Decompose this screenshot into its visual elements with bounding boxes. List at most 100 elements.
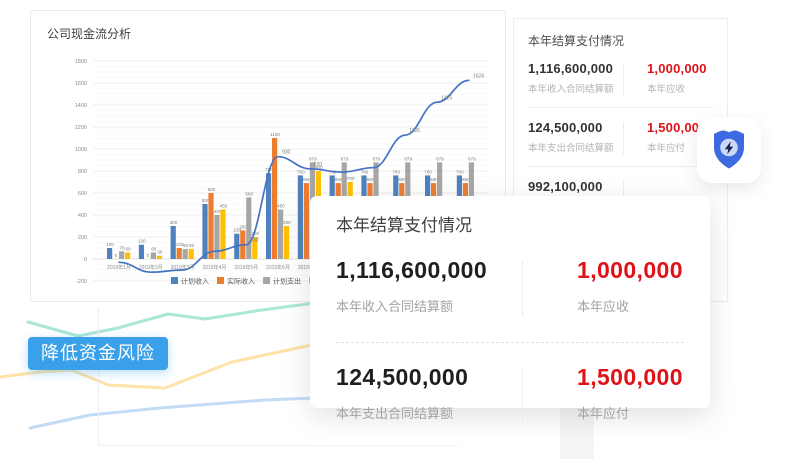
svg-text:300: 300 xyxy=(283,220,291,225)
svg-text:260: 260 xyxy=(239,224,247,229)
svg-text:200: 200 xyxy=(78,235,87,241)
svg-text:690: 690 xyxy=(303,177,311,182)
stat-label: 本年收入合同结算额 xyxy=(336,299,454,314)
svg-text:1425: 1425 xyxy=(441,95,452,101)
svg-text:1100: 1100 xyxy=(270,132,280,137)
svg-text:2019年7月: 2019年7月 xyxy=(298,264,322,271)
risk-reduction-badge[interactable]: 降低资金风险 xyxy=(28,337,168,370)
stat-label: 本年支出合同结算额 xyxy=(528,143,614,154)
svg-text:800: 800 xyxy=(315,165,323,170)
security-shield-button[interactable] xyxy=(697,117,761,183)
summary-row-income: 1,116,600,000 本年收入合同结算额 1,000,000 本年应收 xyxy=(528,61,713,95)
svg-text:690: 690 xyxy=(462,177,470,182)
stat-value: 992,100,000 xyxy=(528,179,603,194)
svg-text:2019年5月: 2019年5月 xyxy=(234,264,258,271)
svg-text:1600: 1600 xyxy=(75,81,87,87)
svg-text:计划支出: 计划支出 xyxy=(273,277,301,286)
svg-text:90: 90 xyxy=(183,243,189,248)
svg-text:60: 60 xyxy=(151,246,157,251)
svg-text:690: 690 xyxy=(335,177,343,182)
svg-text:760: 760 xyxy=(456,169,464,174)
stat-label: 本年应付 xyxy=(647,143,686,154)
svg-text:0: 0 xyxy=(84,257,87,263)
svg-text:实际收入: 实际收入 xyxy=(227,277,255,286)
divider xyxy=(522,368,523,424)
svg-text:1000: 1000 xyxy=(75,147,87,153)
svg-text:600: 600 xyxy=(78,191,87,197)
svg-text:70: 70 xyxy=(119,245,125,250)
svg-text:60: 60 xyxy=(125,246,131,251)
background-axis-line xyxy=(98,308,99,446)
svg-text:450: 450 xyxy=(277,204,285,209)
svg-text:100: 100 xyxy=(106,242,114,247)
settlement-detail-popover: 本年结算支付情况 1,116,600,000 本年收入合同结算额 1,000,0… xyxy=(310,196,710,424)
stat-value: 1,116,600,000 xyxy=(528,61,614,76)
svg-text:1400: 1400 xyxy=(75,103,87,109)
svg-text:30: 30 xyxy=(157,250,163,255)
svg-text:879: 879 xyxy=(373,156,381,161)
stat-label: 本年支出合同结算额 xyxy=(336,406,454,421)
svg-text:690: 690 xyxy=(398,177,406,182)
svg-text:200: 200 xyxy=(251,231,259,236)
svg-text:300: 300 xyxy=(170,220,178,225)
stat-value: 124,500,000 xyxy=(528,120,603,135)
divider xyxy=(522,261,523,317)
divider xyxy=(528,166,713,167)
divider xyxy=(528,107,713,108)
svg-text:879: 879 xyxy=(468,156,476,161)
svg-text:760: 760 xyxy=(424,169,432,174)
background-sparklines xyxy=(0,301,317,430)
stat-value: 1,116,600,000 xyxy=(336,257,488,283)
svg-text:100: 100 xyxy=(176,242,184,247)
svg-text:230: 230 xyxy=(233,228,241,233)
svg-text:450: 450 xyxy=(220,204,228,209)
svg-text:690: 690 xyxy=(367,177,375,182)
svg-text:2019年1月: 2019年1月 xyxy=(107,264,131,271)
svg-text:130: 130 xyxy=(250,238,259,244)
summary-row-expense: 124,500,000 本年支出合同结算额 1,500,000 本年应付 xyxy=(528,120,713,154)
svg-text:400: 400 xyxy=(214,209,222,214)
stat-value: 124,500,000 xyxy=(336,364,469,390)
svg-text:879: 879 xyxy=(341,156,349,161)
svg-text:879: 879 xyxy=(309,156,317,161)
svg-text:700: 700 xyxy=(347,176,355,181)
svg-text:820: 820 xyxy=(314,162,323,168)
svg-text:1800: 1800 xyxy=(75,59,87,65)
sparkline-yellow xyxy=(0,343,314,390)
svg-text:760: 760 xyxy=(361,169,369,174)
divider xyxy=(336,342,684,343)
svg-text:计划收入: 计划收入 xyxy=(181,277,209,286)
stat-value-payable: 1,500,000 xyxy=(647,120,707,135)
svg-text:600: 600 xyxy=(208,187,216,192)
sparkline-blue xyxy=(28,396,317,430)
stat-label: 本年应收 xyxy=(577,299,630,314)
svg-text:760: 760 xyxy=(297,169,305,174)
svg-text:879: 879 xyxy=(404,156,412,161)
shield-lightning-icon xyxy=(714,130,744,169)
svg-text:879: 879 xyxy=(436,156,444,161)
svg-text:1126: 1126 xyxy=(409,128,420,134)
svg-text:2019年2月: 2019年2月 xyxy=(139,264,163,271)
background-baseline xyxy=(98,445,458,446)
divider xyxy=(623,63,624,95)
svg-text:0: 0 xyxy=(147,253,150,258)
divider xyxy=(623,122,624,154)
svg-text:2019年6月: 2019年6月 xyxy=(266,264,290,271)
svg-text:400: 400 xyxy=(78,213,87,219)
detail-row-income: 1,116,600,000 本年收入合同结算额 1,000,000 本年应收 xyxy=(336,257,684,317)
stat-label: 本年收入合同结算额 xyxy=(528,84,614,95)
stat-value-payable: 1,500,000 xyxy=(577,364,683,390)
popover-title: 本年结算支付情况 xyxy=(336,216,472,235)
stat-label: 本年应付 xyxy=(577,406,630,421)
svg-text:-200: -200 xyxy=(76,279,87,285)
svg-text:560: 560 xyxy=(245,191,253,196)
stat-value-receivable: 1,000,000 xyxy=(647,61,707,76)
panel-title: 本年结算支付情况 xyxy=(528,34,625,48)
stat-label: 本年应收 xyxy=(647,84,686,95)
svg-text:2019年4月: 2019年4月 xyxy=(202,264,226,271)
svg-text:500: 500 xyxy=(202,198,210,203)
svg-text:2019年3月: 2019年3月 xyxy=(171,264,195,271)
svg-text:800: 800 xyxy=(78,169,87,175)
svg-text:930: 930 xyxy=(282,150,291,156)
